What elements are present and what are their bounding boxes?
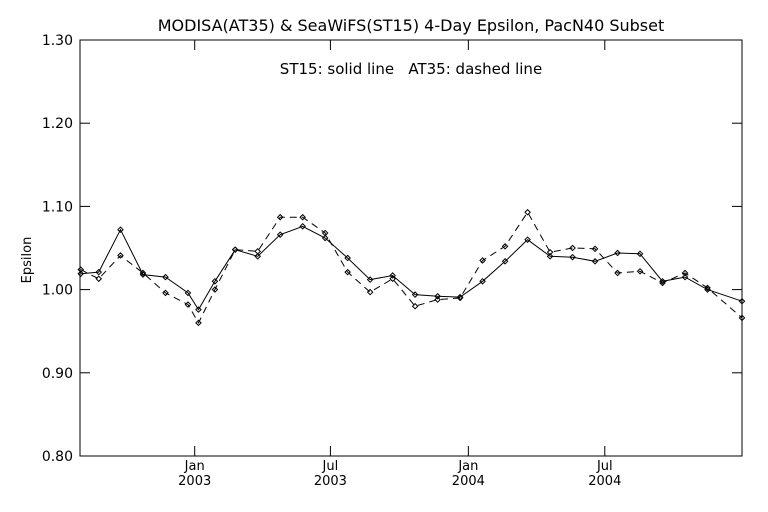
y-tick-label: 0.90 bbox=[42, 366, 73, 382]
data-point-at35 bbox=[117, 252, 124, 259]
data-point-at35 bbox=[456, 294, 464, 302]
data-point-at35 bbox=[321, 229, 329, 237]
data-point-st15 bbox=[479, 277, 486, 285]
data-point-at35 bbox=[614, 269, 621, 277]
data-point-st15 bbox=[254, 253, 261, 260]
data-point-st15 bbox=[636, 250, 644, 258]
data-point-at35 bbox=[254, 248, 261, 255]
y-tick-label: 1.20 bbox=[42, 116, 73, 132]
data-point-at35 bbox=[139, 269, 147, 277]
data-point-at35 bbox=[636, 267, 644, 275]
x-tick-year-label: 2004 bbox=[588, 474, 621, 489]
data-point-at35 bbox=[738, 314, 746, 322]
data-point-st15 bbox=[456, 293, 464, 301]
data-point-st15 bbox=[546, 253, 554, 260]
data-point-st15 bbox=[321, 234, 329, 242]
data-point-at35 bbox=[231, 246, 239, 253]
data-point-st15 bbox=[299, 223, 306, 230]
data-point-at35 bbox=[344, 268, 351, 276]
chart-title: MODISA(AT35) & SeaWiFS(ST15) 4-Day Epsil… bbox=[158, 16, 665, 35]
y-axis: 0.80 0.90 1.00 1.10 1.20 1.30 bbox=[42, 33, 742, 465]
data-point-at35 bbox=[195, 319, 202, 327]
data-point-st15 bbox=[681, 273, 689, 281]
x-tick-month-label: Jul bbox=[596, 459, 613, 474]
data-point-st15 bbox=[411, 291, 419, 298]
data-point-st15 bbox=[77, 270, 85, 278]
data-point-st15 bbox=[195, 306, 202, 313]
x-tick-month-label: Jan bbox=[184, 459, 205, 474]
data-point-at35 bbox=[479, 257, 486, 264]
data-point-at35 bbox=[95, 275, 103, 283]
data-point-at35 bbox=[389, 275, 396, 283]
data-point-st15 bbox=[211, 277, 219, 285]
data-point-st15 bbox=[95, 268, 103, 276]
data-point-at35 bbox=[411, 302, 419, 310]
data-point-at35 bbox=[211, 286, 219, 293]
chart-annotation: ST15: solid line AT35: dashed line bbox=[280, 60, 542, 78]
data-point-at35 bbox=[591, 245, 599, 253]
data-point-at35 bbox=[569, 244, 576, 252]
x-tick-year-label: 2004 bbox=[452, 474, 485, 489]
data-point-st15 bbox=[434, 292, 441, 300]
data-point-at35 bbox=[434, 296, 441, 303]
data-point-at35 bbox=[162, 289, 169, 297]
data-point-at35 bbox=[501, 243, 509, 250]
data-point-at35 bbox=[77, 266, 85, 273]
y-tick-label: 1.00 bbox=[42, 283, 73, 299]
series-line-st15 bbox=[80, 225, 743, 311]
data-point-st15 bbox=[501, 258, 509, 265]
data-point-at35 bbox=[681, 269, 689, 277]
plot-area bbox=[79, 39, 743, 457]
series-layer bbox=[77, 208, 746, 327]
y-tick-label: 0.80 bbox=[42, 449, 73, 465]
data-point-st15 bbox=[738, 297, 746, 305]
data-point-at35 bbox=[184, 301, 192, 308]
data-point-at35 bbox=[704, 284, 711, 292]
data-point-st15 bbox=[614, 249, 621, 257]
data-point-at35 bbox=[276, 213, 284, 221]
data-point-at35 bbox=[546, 248, 554, 256]
data-point-st15 bbox=[162, 273, 169, 281]
x-tick-month-label: Jul bbox=[322, 459, 339, 474]
y-tick-label: 1.30 bbox=[42, 33, 73, 49]
series-line-at35 bbox=[80, 211, 743, 324]
data-point-st15 bbox=[117, 226, 124, 234]
data-point-st15 bbox=[569, 253, 576, 261]
y-tick-label: 1.10 bbox=[42, 199, 73, 215]
data-point-st15 bbox=[591, 258, 599, 265]
x-tick-month-label: Jan bbox=[457, 459, 478, 474]
x-tick-year-label: 2003 bbox=[178, 474, 211, 489]
y-axis-label: Epsilon bbox=[20, 237, 35, 284]
data-point-st15 bbox=[276, 231, 284, 238]
data-point-at35 bbox=[299, 213, 306, 221]
data-point-st15 bbox=[366, 276, 374, 283]
data-point-at35 bbox=[659, 279, 666, 287]
data-point-st15 bbox=[184, 289, 192, 297]
data-point-at35 bbox=[366, 288, 374, 296]
data-point-st15 bbox=[344, 254, 351, 262]
x-tick-year-label: 2003 bbox=[314, 474, 347, 489]
data-point-st15 bbox=[659, 277, 666, 285]
data-point-at35 bbox=[524, 208, 531, 216]
data-point-st15 bbox=[524, 236, 531, 243]
data-point-st15 bbox=[389, 272, 396, 279]
